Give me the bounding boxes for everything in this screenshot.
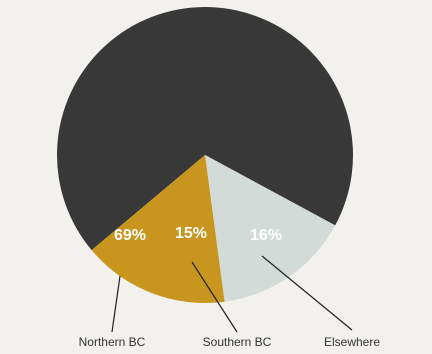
leader-line-elsewhere [261,255,353,331]
leader-line-northern-bc [111,275,121,333]
percent-label-northern-bc: 69% [114,227,146,244]
leader-line-southern-bc [191,261,238,333]
leader-lines [111,255,353,333]
pie-slice-elsewhere [91,155,225,303]
percent-labels: 69% 15% 16% [114,225,282,244]
category-labels: Northern BC Southern BC Elsewhere [79,335,381,349]
pie-slices [57,6,354,303]
pie-slice-southern-bc [205,155,336,302]
category-label-elsewhere: Elsewhere [324,335,380,349]
category-label-southern-bc: Southern BC [203,335,272,349]
percent-label-elsewhere: 16% [250,227,282,244]
pie-slice-northern-bc [57,6,354,251]
percent-label-southern-bc: 15% [175,225,207,242]
category-label-northern-bc: Northern BC [79,335,146,349]
